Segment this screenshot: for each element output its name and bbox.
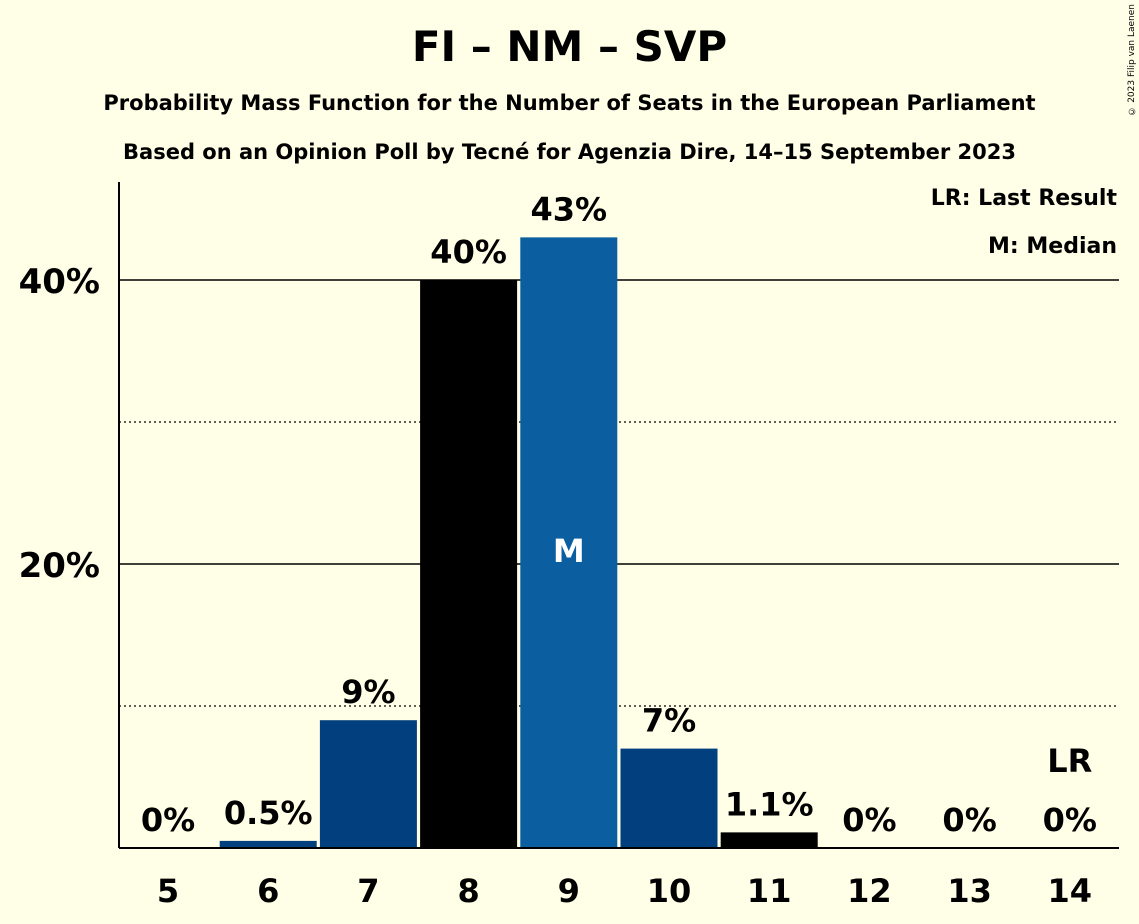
bar-seats-6 <box>219 840 317 848</box>
y-tick-label: 40% <box>19 262 100 302</box>
x-tick-label: 14 <box>1048 872 1093 910</box>
chart-source: Based on an Opinion Poll by Tecné for Ag… <box>123 140 1016 164</box>
x-tick-label: 13 <box>947 872 992 910</box>
x-tick-label: 10 <box>647 872 692 910</box>
value-label-10: 7% <box>642 702 696 740</box>
value-label-11: 1.1% <box>725 785 814 823</box>
value-label-5: 0% <box>141 801 195 839</box>
x-tick-label: 12 <box>847 872 892 910</box>
value-label-9: 43% <box>531 190 608 228</box>
x-tick-label: 9 <box>558 872 580 910</box>
chart-subtitle: Probability Mass Function for the Number… <box>103 91 1036 115</box>
bar-seats-11 <box>720 832 818 848</box>
bar-seats-8 <box>420 279 518 849</box>
x-tick-label: 6 <box>257 872 279 910</box>
value-label-6: 0.5% <box>224 794 313 832</box>
bar-seats-9 <box>520 237 618 849</box>
legend-last-result: LR: Last Result <box>930 186 1117 211</box>
median-marker: M <box>553 532 585 570</box>
x-tick-label: 8 <box>457 872 479 910</box>
legend-median: M: Median <box>988 234 1117 259</box>
value-label-14: 0% <box>1043 801 1097 839</box>
value-label-8: 40% <box>430 233 507 271</box>
chart-title: FI – NM – SVP <box>411 22 728 71</box>
last-result-marker: LR <box>1047 742 1092 780</box>
value-label-13: 0% <box>942 801 996 839</box>
x-tick-label: 7 <box>357 872 379 910</box>
bar-seats-10 <box>620 748 718 848</box>
bar-seats-7 <box>319 720 417 848</box>
value-label-7: 9% <box>341 673 395 711</box>
x-tick-label: 11 <box>747 872 792 910</box>
x-tick-label: 5 <box>157 872 179 910</box>
y-tick-label: 20% <box>19 546 100 586</box>
value-label-12: 0% <box>842 801 896 839</box>
